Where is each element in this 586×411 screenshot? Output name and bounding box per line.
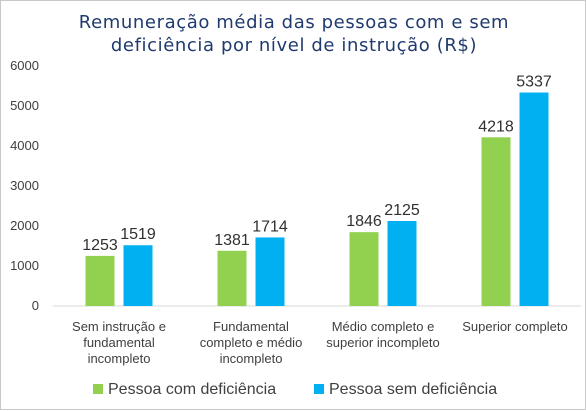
- category-label: Superior completo: [462, 319, 568, 334]
- legend: Pessoa com deficiência Pessoa sem deficiê…: [93, 381, 497, 398]
- bar: [85, 255, 115, 306]
- bar: [349, 232, 379, 306]
- data-label: 1253: [82, 237, 118, 254]
- data-label: 1846: [346, 213, 382, 230]
- category-label: superior incompleto: [326, 335, 439, 350]
- y-tick-label: 1000: [10, 258, 39, 273]
- bars: [85, 92, 549, 307]
- bar: [217, 250, 247, 306]
- category-label: incompleto: [88, 351, 151, 366]
- y-tick-label: 3000: [10, 178, 39, 193]
- chart-title: Remuneração média das pessoas com e sem …: [79, 12, 509, 56]
- category-labels: Sem instrução efundamentalincompletoFund…: [72, 319, 568, 366]
- category-label: Sem instrução e: [72, 319, 166, 334]
- y-tick-label: 2000: [10, 218, 39, 233]
- chart-title-line-1: Remuneração média das pessoas com e sem: [79, 12, 509, 33]
- bar: [123, 245, 153, 306]
- bar: [519, 92, 549, 307]
- legend-swatch: [93, 384, 103, 394]
- data-label: 4218: [478, 118, 514, 135]
- chart-title-line-2: deficiência por nível de instrução (R$): [111, 35, 477, 56]
- category-label: incompleto: [220, 351, 283, 366]
- y-tick-label: 4000: [10, 138, 39, 153]
- data-label: 1519: [120, 226, 156, 243]
- legend-swatch: [314, 384, 324, 394]
- category-label: Fundamental: [213, 319, 289, 334]
- y-tick-label: 6000: [10, 58, 39, 73]
- category-label: completo e médio: [200, 335, 303, 350]
- data-label: 1381: [214, 232, 250, 249]
- data-label: 5337: [516, 74, 552, 91]
- category-label: Médio completo e: [332, 319, 435, 334]
- bar: [387, 221, 417, 306]
- bar: [481, 137, 511, 306]
- y-tick-label: 0: [32, 298, 39, 313]
- y-tick-label: 5000: [10, 98, 39, 113]
- legend-label: Pessoa sem deficiência: [329, 381, 497, 398]
- data-label: 1714: [252, 218, 288, 235]
- legend-label: Pessoa com deficiência: [108, 381, 276, 398]
- category-label: fundamental: [83, 335, 155, 350]
- bar: [255, 237, 285, 306]
- data-label: 2125: [384, 202, 420, 219]
- y-axis: 0 1000 2000 3000 4000 5000 6000: [10, 58, 39, 313]
